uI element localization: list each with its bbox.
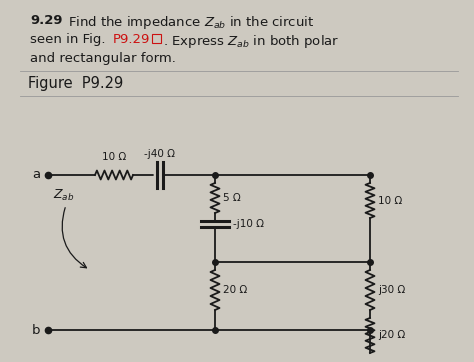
Text: -j40 Ω: -j40 Ω (145, 149, 175, 159)
Text: -j10 Ω: -j10 Ω (233, 219, 264, 229)
Bar (152, 34, 161, 43)
Text: j30 Ω: j30 Ω (378, 285, 405, 295)
Text: P9.29: P9.29 (113, 33, 150, 46)
Text: Find the impedance $Z_{ab}$ in the circuit: Find the impedance $Z_{ab}$ in the circu… (68, 14, 314, 31)
Text: 9.29: 9.29 (30, 14, 63, 27)
Text: 10 Ω: 10 Ω (102, 152, 126, 162)
Text: j20 Ω: j20 Ω (378, 331, 405, 341)
Text: 10 Ω: 10 Ω (378, 195, 402, 206)
Text: . Express $Z_{ab}$ in both polar: . Express $Z_{ab}$ in both polar (163, 33, 339, 50)
Text: $Z_{ab}$: $Z_{ab}$ (53, 188, 74, 203)
Text: and rectangular form.: and rectangular form. (30, 52, 176, 65)
Text: a: a (32, 168, 40, 181)
Text: Figure  P9.29: Figure P9.29 (28, 76, 123, 91)
Text: b: b (31, 324, 40, 337)
Text: 5 Ω: 5 Ω (223, 193, 241, 203)
Text: 20 Ω: 20 Ω (223, 285, 247, 295)
Text: seen in Fig.: seen in Fig. (30, 33, 110, 46)
